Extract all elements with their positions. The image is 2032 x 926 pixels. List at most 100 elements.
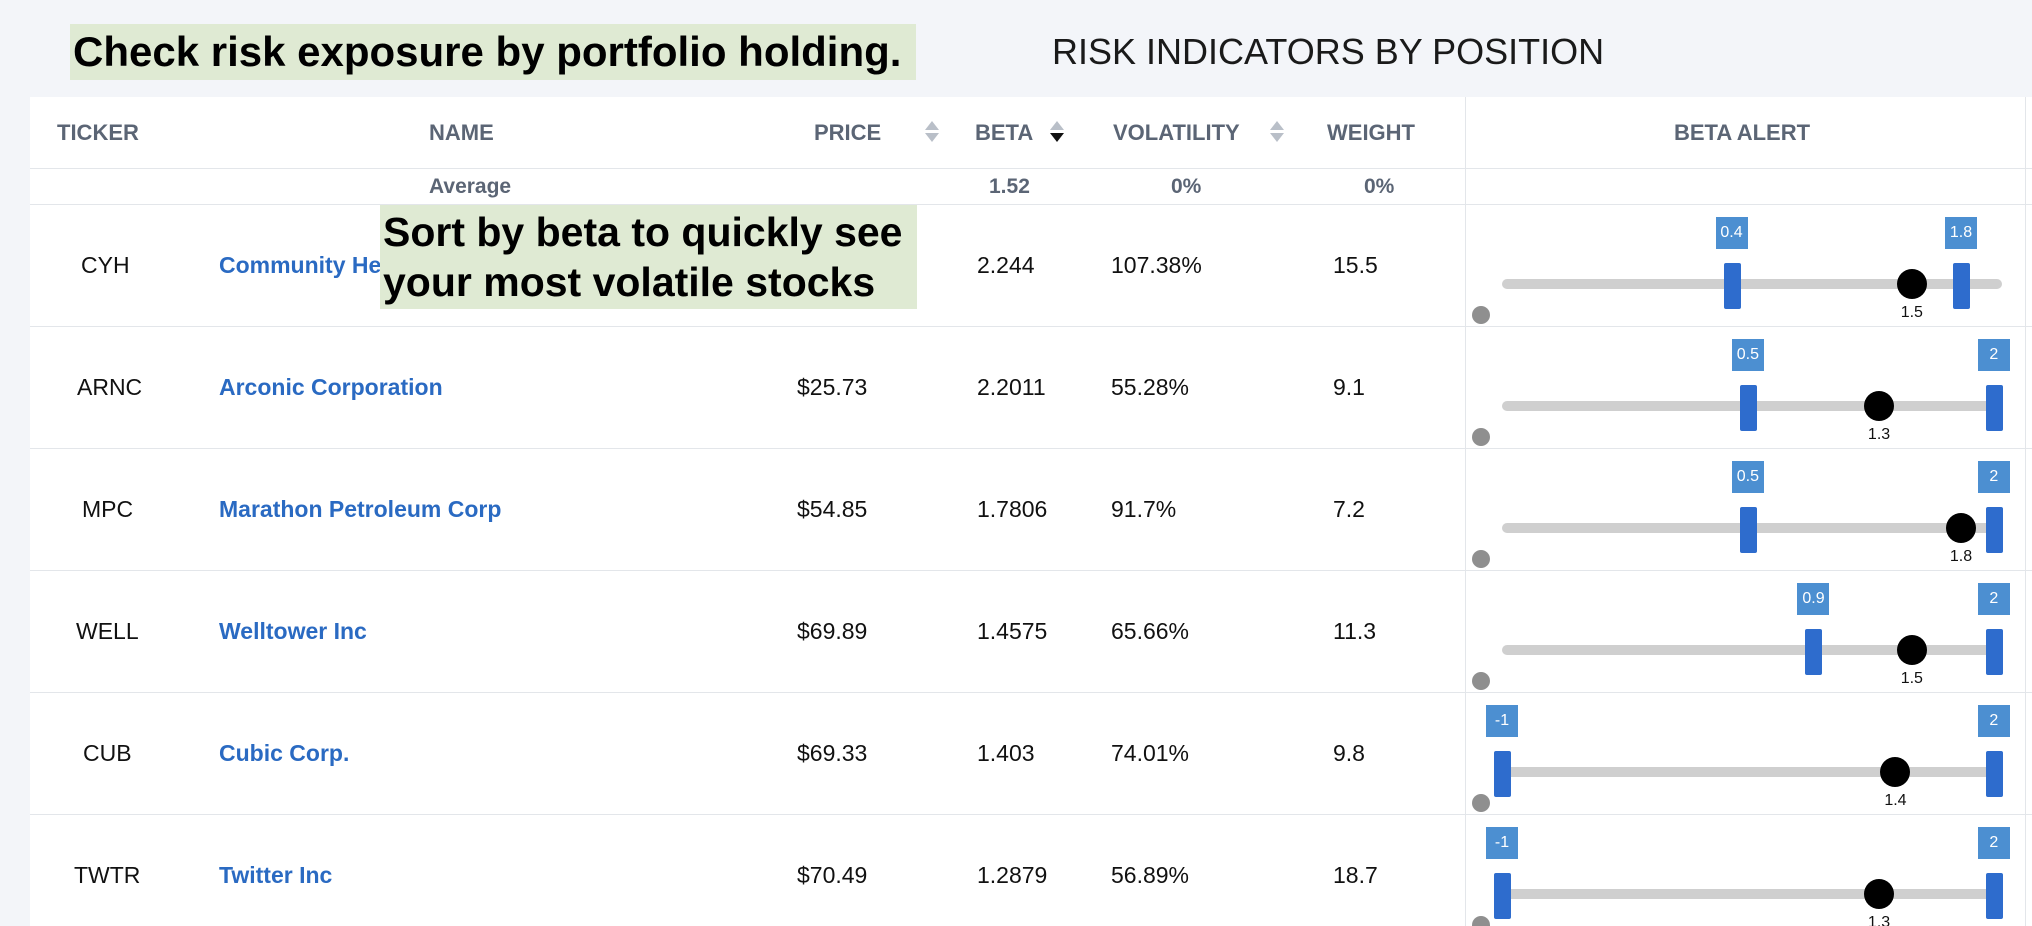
weight-cell: 18.7 [1333, 862, 1378, 888]
annotation-callout-top: Check risk exposure by portfolio holding… [70, 24, 916, 80]
ticker-cell: TWTR [74, 862, 141, 888]
beta-alert-slider[interactable]: -1 2 1.3 [1472, 815, 2012, 926]
beta-alert-divider [1465, 97, 1466, 926]
current-beta-marker [1896, 269, 1927, 299]
price-cell: $70.49 [797, 862, 868, 888]
high-threshold-handle[interactable] [1985, 751, 2003, 797]
high-threshold-handle[interactable] [1985, 873, 2003, 919]
high-threshold-label: 1.8 [1945, 217, 1978, 249]
slider-grip-icon[interactable] [1472, 428, 1490, 446]
low-threshold-handle[interactable] [1739, 507, 1757, 553]
table-header: TICKER NAME PRICE BETA VOLATILITY WEIGHT… [30, 97, 2032, 169]
ticker-cell: CUB [83, 740, 132, 766]
annotation-callout-sort-tip: Sort by beta to quickly see your most vo… [380, 205, 917, 309]
beta-cell: 2.244 [977, 252, 1035, 278]
table-row: CYH Community Hea 2.244 107.38% 15.5 0.4 1.8 1.… [30, 205, 2032, 327]
beta-cell: 1.403 [977, 740, 1035, 766]
low-threshold-label: 0.5 [1731, 461, 1764, 493]
price-cell: $69.89 [797, 618, 868, 644]
current-beta-marker [1946, 513, 1977, 543]
average-weight: 0% [1364, 175, 1395, 198]
slider-track[interactable] [1502, 767, 2002, 777]
beta-alert-slider[interactable]: 0.4 1.8 1.5 [1472, 205, 2012, 326]
ticker-cell: WELL [76, 618, 139, 644]
weight-cell: 9.8 [1333, 740, 1365, 766]
column-header-name[interactable]: NAME [429, 120, 494, 145]
low-threshold-handle[interactable] [1739, 385, 1757, 431]
company-name-link[interactable]: Cubic Corp. [219, 740, 350, 766]
low-threshold-handle[interactable] [1723, 263, 1741, 309]
current-beta-marker [1864, 879, 1895, 909]
current-beta-label: 1.3 [1867, 426, 1891, 443]
table-row: ARNC Arconic Corporation $25.73 2.2011 55.28… [30, 327, 2032, 449]
current-beta-marker [1864, 391, 1895, 421]
company-name-link[interactable]: Welltower Inc [219, 618, 367, 644]
low-threshold-label: -1 [1486, 827, 1518, 859]
price-cell: $69.33 [797, 740, 868, 766]
sort-price-icon[interactable] [925, 121, 939, 145]
column-header-weight[interactable]: WEIGHT [1327, 120, 1415, 145]
beta-alert-slider[interactable]: -1 2 1.4 [1472, 693, 2012, 814]
volatility-cell: 74.01% [1111, 740, 1190, 766]
beta-cell: 1.7806 [977, 496, 1048, 522]
table-row: CUB Cubic Corp. $69.33 1.403 74.01% 9.8 -1 2 1.4 [30, 693, 2032, 815]
weight-cell: 9.1 [1333, 374, 1365, 400]
beta-alert-slider[interactable]: 0.5 2 1.8 [1472, 449, 2012, 570]
average-label: Average [429, 175, 512, 198]
low-threshold-handle[interactable] [1494, 873, 1511, 919]
current-beta-marker [1896, 635, 1927, 665]
ticker-cell: MPC [82, 496, 134, 522]
low-threshold-label: 0.4 [1715, 217, 1748, 249]
slider-grip-icon[interactable] [1472, 550, 1490, 568]
company-name-link[interactable]: Community Hea [219, 252, 395, 278]
high-threshold-label: 2 [1977, 705, 2010, 737]
column-header-ticker[interactable]: TICKER [57, 120, 139, 145]
low-threshold-handle[interactable] [1805, 629, 1823, 675]
weight-cell: 11.3 [1333, 618, 1377, 644]
high-threshold-handle[interactable] [1953, 263, 1971, 309]
slider-track[interactable] [1502, 889, 2002, 899]
volatility-cell: 65.66% [1111, 618, 1190, 644]
sort-volatility-icon[interactable] [1270, 121, 1284, 145]
company-name-link[interactable]: Twitter Inc [219, 862, 333, 888]
column-header-beta[interactable]: BETA [975, 120, 1034, 145]
slider-grip-icon[interactable] [1472, 794, 1490, 812]
company-name-link[interactable]: Marathon Petroleum Corp [219, 496, 502, 522]
current-beta-label: 1.3 [1867, 914, 1891, 926]
column-header-price[interactable]: PRICE [814, 120, 882, 145]
ticker-cell: ARNC [77, 374, 143, 400]
beta-alert-slider[interactable]: 0.9 2 1.5 [1472, 571, 2012, 692]
high-threshold-label: 2 [1977, 583, 2010, 615]
slider-track[interactable] [1502, 279, 2002, 289]
average-row: Average 1.52 0% 0% [30, 169, 2032, 205]
callout-line-2: your most volatile stocks [383, 259, 876, 305]
price-cell: $54.85 [797, 496, 868, 522]
beta-alert-slider[interactable]: 0.5 2 1.3 [1472, 327, 2012, 448]
column-header-volatility[interactable]: VOLATILITY [1113, 120, 1240, 145]
sort-beta-icon[interactable] [1050, 121, 1064, 145]
beta-cell: 1.2879 [977, 862, 1048, 888]
table-row: MPC Marathon Petroleum Corp $54.85 1.7806 91… [30, 449, 2032, 571]
high-threshold-label: 2 [1977, 827, 2010, 859]
average-volatility: 0% [1171, 175, 1202, 198]
high-threshold-handle[interactable] [1985, 629, 2003, 675]
price-cell: $25.73 [797, 374, 868, 400]
beta-cell: 2.2011 [977, 374, 1046, 400]
risk-table: TICKER NAME PRICE BETA VOLATILITY WEIGHT… [30, 97, 2032, 926]
low-threshold-label: 0.9 [1797, 583, 1830, 615]
low-threshold-handle[interactable] [1494, 751, 1511, 797]
company-name-link[interactable]: Arconic Corporation [219, 374, 443, 400]
slider-track[interactable] [1502, 645, 2002, 655]
current-beta-label: 1.8 [1949, 548, 1973, 565]
table-row: WELL Welltower Inc $69.89 1.4575 65.66% 11.3 0… [30, 571, 2032, 693]
current-beta-label: 1.5 [1900, 670, 1923, 687]
slider-grip-icon[interactable] [1472, 916, 1490, 926]
table-row: TWTR Twitter Inc $70.49 1.2879 56.89% 18.7 -1 2… [30, 815, 2032, 926]
slider-grip-icon[interactable] [1472, 306, 1490, 324]
page-title: RISK INDICATORS BY POSITION [1052, 31, 1605, 72]
slider-grip-icon[interactable] [1472, 672, 1490, 690]
high-threshold-handle[interactable] [1985, 507, 2003, 553]
column-header-beta-alert: BETA ALERT [1674, 120, 1811, 145]
high-threshold-handle[interactable] [1985, 385, 2003, 431]
right-divider [2025, 97, 2026, 926]
